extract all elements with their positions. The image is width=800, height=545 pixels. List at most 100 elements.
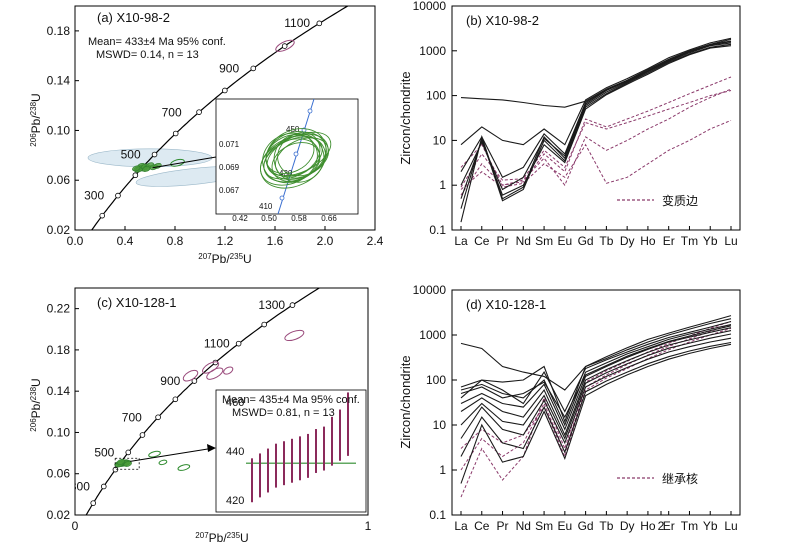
inset-y-tick-label: 460 xyxy=(226,397,244,409)
panel-d-legend-label: 继承核 xyxy=(662,472,698,486)
panel-b-title: (b) X10-98-2 xyxy=(466,13,539,28)
inset-y-tick-label: 0.069 xyxy=(219,163,240,172)
green-ellipse xyxy=(148,450,161,458)
y-tick-label: 0.22 xyxy=(47,302,71,316)
y-tick-label: 0.06 xyxy=(47,173,71,187)
panel-a-mean: Mean= 433±4 Ma 95% conf. xyxy=(88,36,226,48)
concordia-age-dot xyxy=(172,130,179,137)
y-tick-label: 1000 xyxy=(419,328,446,342)
series-solid xyxy=(460,330,732,437)
concordia-age-dot xyxy=(316,20,323,27)
series-solid xyxy=(460,324,732,427)
data-point xyxy=(132,165,141,172)
concordia-age-label: 300 xyxy=(70,479,90,493)
inset-x-tick-label: 0.58 xyxy=(291,214,307,223)
x-tick-label: Pr xyxy=(497,519,509,533)
y-tick-label: 0.18 xyxy=(47,24,71,38)
data-point xyxy=(123,460,132,467)
x-tick-label: 1 xyxy=(365,519,372,533)
x-tick-label: Ce xyxy=(474,234,490,248)
concordia-age-dot xyxy=(172,396,179,403)
series-solid xyxy=(460,41,732,191)
green-ellipse xyxy=(177,464,191,471)
concordia-age-dot xyxy=(125,449,132,456)
inset-ellipse xyxy=(266,131,332,177)
series-dashed xyxy=(460,88,732,196)
x-tick-label: Tb xyxy=(599,234,613,248)
concordia-age-dot xyxy=(212,359,219,366)
concordia-age-dot xyxy=(281,43,288,49)
concordia-age-label: 700 xyxy=(122,410,142,424)
x-tick-label: 0 xyxy=(72,519,79,533)
concordia-age-label: 500 xyxy=(121,148,141,162)
inset-age-label: 410 xyxy=(259,202,273,211)
x-tick-label: Tm xyxy=(681,234,698,248)
concordia-curve xyxy=(91,6,349,230)
x-tick-label: Sm xyxy=(535,519,553,533)
x-tick-label: Nd xyxy=(516,519,531,533)
concordia-age-dot xyxy=(222,87,228,94)
series-solid xyxy=(460,320,732,413)
x-tick-label: Pr xyxy=(497,234,509,248)
series-dashed xyxy=(460,119,732,190)
older-zircon-ellipse xyxy=(223,366,234,375)
x-tick-label: Ho xyxy=(640,234,656,248)
y-tick-label: 0.18 xyxy=(47,343,71,357)
x-tick-label: Dy xyxy=(620,519,635,533)
series-solid xyxy=(460,341,732,457)
concordia-age-dot xyxy=(115,192,121,199)
x-tick-label: Yb xyxy=(703,519,718,533)
y-tick-label: 1 xyxy=(439,178,446,192)
x-tick-label: La xyxy=(454,519,468,533)
panel-c-title: (c) X10-128-1 xyxy=(97,295,176,310)
y-tick-label: 1000 xyxy=(419,44,446,58)
concordia-age-label: 700 xyxy=(162,105,182,119)
y-tick-label: 1 xyxy=(439,463,446,477)
panel-c-xlabel: 207Pb/235U xyxy=(195,531,248,545)
older-zircon-ellipse xyxy=(182,369,199,382)
x-tick-label: 2.4 xyxy=(367,234,384,248)
panel-a-ylabel: 206Pb/238U xyxy=(29,93,43,146)
panel-c-mean: Mean= 435±4 Ma 95% conf. xyxy=(222,394,360,406)
inset-ellipse xyxy=(271,142,321,182)
panel-c-mswd: MSWD= 0.81, n = 13 xyxy=(232,407,335,419)
panel-a-xlabel: 207Pb/235U xyxy=(198,252,251,266)
x-tick-label: 1.2 xyxy=(217,234,234,248)
series-solid xyxy=(460,40,732,179)
concordia-age-label: 1100 xyxy=(284,16,310,30)
series-dashed xyxy=(460,90,732,188)
series-solid xyxy=(460,333,732,440)
older-zircon-ellipse xyxy=(284,329,305,342)
inset-arrow xyxy=(152,155,223,169)
panel-b-legend-label: 变质边 xyxy=(662,193,698,208)
panel-d-title: (d) X10-128-1 xyxy=(466,297,546,312)
series-dashed xyxy=(460,76,732,186)
y-tick-label: 10000 xyxy=(413,283,447,297)
x-tick-label: 2.0 xyxy=(317,234,334,248)
concordia-age-dot xyxy=(155,414,161,421)
x-tick-label: Eu xyxy=(558,519,573,533)
inset-age-dot xyxy=(279,195,285,201)
inset-arrow xyxy=(130,447,215,462)
series-solid xyxy=(460,37,732,146)
concordia-age-dot xyxy=(90,500,97,506)
panel-c-frame xyxy=(74,287,369,516)
x-tick-label: Nd xyxy=(516,234,531,248)
x-tick-label: Tb xyxy=(599,519,613,533)
y-tick-label: 0.14 xyxy=(47,74,71,88)
x-tick-label: Lu xyxy=(724,234,737,248)
concordia-age-dot xyxy=(289,302,296,308)
series-dashed xyxy=(460,321,732,498)
inset-y-tick-label: 440 xyxy=(226,446,244,458)
series-solid xyxy=(460,325,732,419)
y-tick-label: 0.1 xyxy=(429,223,446,237)
concordia-age-dot xyxy=(151,151,158,158)
panel-c-ylabel: 206Pb/238U xyxy=(29,378,43,431)
y-tick-label: 10 xyxy=(433,418,447,432)
y-tick-label: 10000 xyxy=(413,0,447,13)
inset-x-tick-label: 0.50 xyxy=(261,214,277,223)
older-zircon-ellipse xyxy=(206,367,224,380)
x-tick-label: Lu xyxy=(724,519,737,533)
